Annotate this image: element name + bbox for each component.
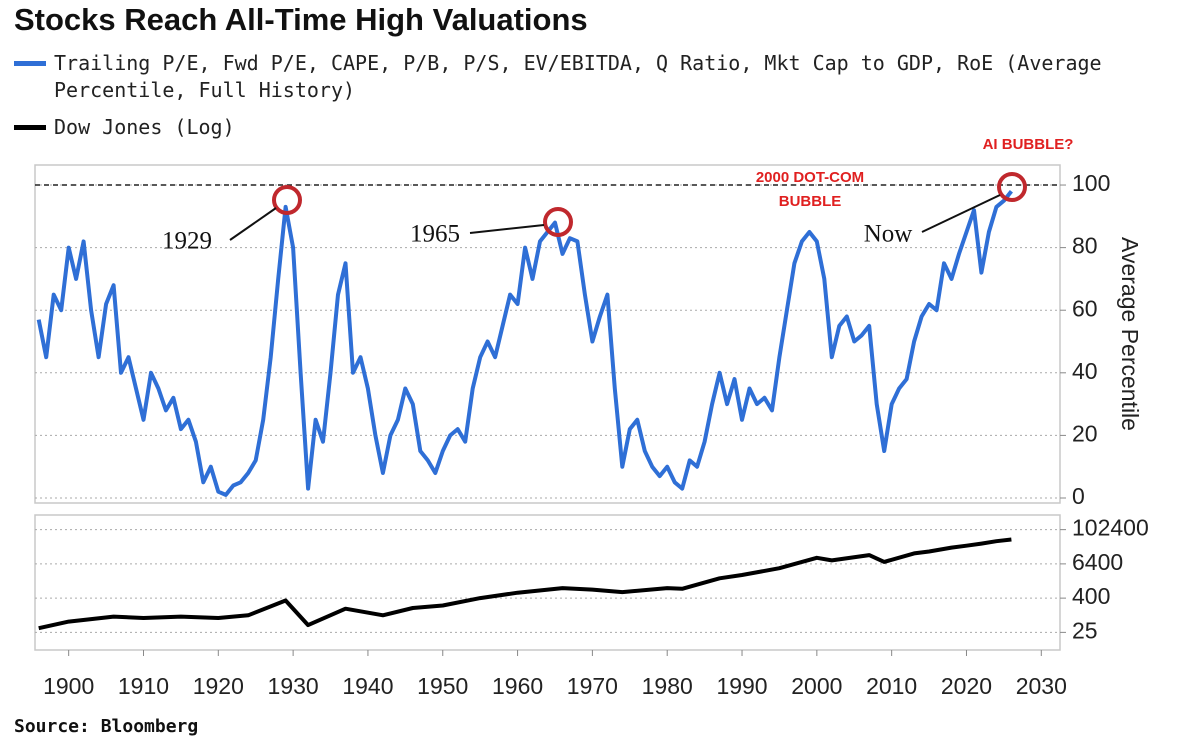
chart-title: Stocks Reach All-Time High Valuations (14, 2, 588, 37)
annotation-pointer (469, 224, 545, 234)
y-tick-label: 100 (1072, 170, 1110, 196)
x-tick-label: 1970 (567, 673, 618, 699)
data-line (38, 537, 1012, 631)
plot-frame (34, 164, 1061, 504)
x-tick-label: 1950 (417, 673, 468, 699)
legend-entry: Dow Jones (Log) (14, 114, 1124, 141)
x-tick-label: 2030 (1016, 673, 1067, 699)
x-tick-label: 1930 (268, 673, 319, 699)
legend-label: Dow Jones (Log) (54, 115, 235, 139)
plot-frame (34, 514, 1061, 651)
source: Source: Bloomberg (14, 716, 199, 737)
y-tick-label: 60 (1072, 295, 1098, 321)
y-tick-label: 6400 (1072, 549, 1123, 575)
y-axis-label: Average Percentile (1117, 237, 1143, 431)
x-tick-label: 1990 (716, 673, 767, 699)
x-tick-label: 1910 (118, 673, 169, 699)
x-tick-label: 1920 (193, 673, 244, 699)
x-tick-label: 2000 (791, 673, 842, 699)
annotation-pointer (921, 194, 1001, 233)
annotation: BUBBLE (779, 193, 842, 210)
x-tick-label: 2010 (866, 673, 917, 699)
annotation: Now (864, 221, 913, 248)
y-tick-label: 40 (1072, 358, 1098, 384)
y-tick-label: 80 (1072, 233, 1098, 259)
annotation: 1929 (162, 228, 212, 255)
x-tick-label: 1900 (43, 673, 94, 699)
highlight-circle (543, 207, 573, 237)
legend-entry: Trailing P/E, Fwd P/E, CAPE, P/B, P/S, E… (14, 50, 1124, 104)
data-line (36, 190, 1013, 497)
annotation-pointer (229, 207, 277, 241)
y-tick-label: 102400 (1072, 515, 1149, 541)
legend-label: Trailing P/E, Fwd P/E, CAPE, P/B, P/S, E… (54, 51, 1102, 102)
highlight-circle (272, 185, 302, 215)
x-tick-label: 1940 (342, 673, 393, 699)
legend-swatch (14, 61, 46, 66)
legend-swatch (14, 125, 46, 130)
y-tick-label: 400 (1072, 583, 1110, 609)
y-tick-label: 0 (1072, 483, 1085, 509)
x-tick-label: 1980 (642, 673, 693, 699)
x-tick-label: 1960 (492, 673, 543, 699)
annotation: AI BUBBLE? (983, 136, 1074, 153)
legend: Trailing P/E, Fwd P/E, CAPE, P/B, P/S, E… (14, 50, 1124, 151)
annotation: 1965 (410, 221, 460, 248)
annotation: 2000 DOT-COM (756, 169, 864, 186)
y-tick-label: 25 (1072, 617, 1098, 643)
highlight-circle (997, 172, 1027, 202)
x-tick-label: 2020 (941, 673, 992, 699)
y-tick-label: 20 (1072, 420, 1098, 446)
